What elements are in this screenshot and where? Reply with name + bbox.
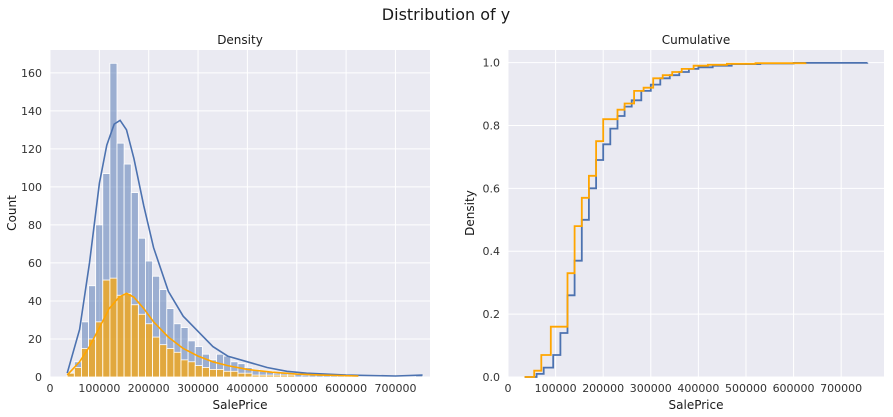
orange-histogram-bar bbox=[95, 321, 104, 378]
orange-histogram-bar bbox=[265, 374, 274, 378]
blue-histogram-bar bbox=[301, 374, 310, 378]
cumulative-x-tick-label: 100000 bbox=[535, 382, 577, 395]
orange-histogram-bar bbox=[73, 367, 82, 378]
orange-histogram-bar bbox=[173, 351, 182, 378]
density-y-axis-label: Count bbox=[5, 195, 19, 231]
orange-histogram-bar bbox=[123, 292, 132, 378]
orange-histogram-bar bbox=[194, 365, 203, 378]
orange-histogram-bar bbox=[180, 359, 189, 378]
density-x-tick-label: 200000 bbox=[128, 382, 170, 395]
orange-histogram-bar bbox=[223, 370, 232, 378]
orange-histogram-bar bbox=[209, 368, 217, 378]
density-y-tick-label: 40 bbox=[28, 295, 42, 308]
orange-histogram-bar bbox=[216, 368, 225, 378]
cumulative-x-tick-label: 700000 bbox=[820, 382, 862, 395]
orange-histogram-bar bbox=[237, 372, 246, 378]
density-x-tick-label: 100000 bbox=[78, 382, 120, 395]
cumulative-x-axis-label: SalePrice bbox=[669, 398, 724, 412]
cumulative-y-axis-label: Density bbox=[463, 190, 477, 236]
orange-kde-curve bbox=[66, 292, 359, 377]
density-x-tick-label: 600000 bbox=[325, 382, 367, 395]
cumulative-x-tick-label: 0 bbox=[505, 382, 512, 395]
cumulative-y-tick-label: 0.6 bbox=[483, 182, 501, 195]
density-x-tick-label: 400000 bbox=[226, 382, 268, 395]
cumulative-y-tick-label: 1.0 bbox=[483, 57, 501, 70]
cumulative-step-lines bbox=[524, 62, 869, 378]
density-bars bbox=[66, 62, 424, 378]
density-y-tick-label: 100 bbox=[21, 181, 42, 194]
density-y-tick-label: 160 bbox=[21, 67, 42, 80]
density-title: Density bbox=[217, 33, 263, 47]
orange-histogram-bar bbox=[109, 277, 118, 378]
cumulative-gridlines bbox=[507, 50, 884, 378]
orange-histogram-bar bbox=[251, 374, 260, 378]
figure-title: Distribution of y bbox=[382, 5, 510, 24]
density-y-tick-label: 0 bbox=[35, 371, 42, 384]
density-x-tick-label: 300000 bbox=[177, 382, 219, 395]
cumulative-x-tick-label: 500000 bbox=[725, 382, 767, 395]
orange-histogram-bar bbox=[159, 344, 168, 378]
orange-histogram-bar bbox=[287, 374, 296, 378]
orange-histogram-bar bbox=[230, 370, 239, 378]
cumulative-x-tick-label: 400000 bbox=[677, 382, 719, 395]
density-y-tick-label: 60 bbox=[28, 257, 42, 270]
density-y-tick-label: 120 bbox=[21, 143, 42, 156]
cumulative-plot-area bbox=[508, 50, 884, 377]
orange-histogram-bar bbox=[145, 323, 153, 378]
orange-histogram-bar bbox=[258, 374, 267, 378]
orange-histogram-bar bbox=[244, 372, 253, 378]
orange-histogram-bar bbox=[273, 374, 281, 378]
cumulative-panel: 0 100000 200000 300000 400000 500000 600000 700… bbox=[463, 33, 884, 412]
cumulative-y-tick-label: 0.4 bbox=[483, 245, 501, 258]
density-x-tick-label: 700000 bbox=[374, 382, 416, 395]
cumulative-x-tick-label: 600000 bbox=[773, 382, 815, 395]
orange-histogram-bar bbox=[116, 294, 125, 378]
density-x-axis-label: SalePrice bbox=[213, 398, 268, 412]
density-kde-curves bbox=[66, 119, 423, 377]
density-y-tick-label: 140 bbox=[21, 105, 42, 118]
orange-histogram-bar bbox=[152, 336, 161, 378]
blue-kde-curve bbox=[66, 119, 423, 377]
orange-histogram-bar bbox=[130, 304, 139, 378]
orange-histogram-bar bbox=[102, 279, 111, 378]
orange-histogram-bar bbox=[201, 367, 210, 378]
orange-histogram-bar bbox=[187, 361, 196, 378]
cumulative-x-tick-label: 300000 bbox=[630, 382, 672, 395]
cumulative-y-tick-label: 0.8 bbox=[483, 119, 501, 132]
orange-histogram-bar bbox=[166, 348, 175, 378]
density-x-tick-label: 500000 bbox=[276, 382, 318, 395]
orange-cumulative-line bbox=[524, 62, 807, 378]
cumulative-tick-labels: 0 100000 200000 300000 400000 500000 600000 700… bbox=[483, 57, 863, 395]
density-tick-labels: 0 100000 200000 300000 400000 500000 600000 700… bbox=[21, 67, 416, 395]
density-y-tick-label: 20 bbox=[28, 333, 42, 346]
cumulative-title: Cumulative bbox=[662, 33, 731, 47]
density-x-tick-label: 0 bbox=[47, 382, 54, 395]
density-y-tick-label: 80 bbox=[28, 219, 42, 232]
cumulative-y-tick-label: 0.0 bbox=[483, 371, 501, 384]
density-panel: 0 100000 200000 300000 400000 500000 600000 700… bbox=[5, 33, 430, 412]
cumulative-y-tick-label: 0.2 bbox=[483, 308, 501, 321]
cumulative-x-tick-label: 200000 bbox=[582, 382, 624, 395]
orange-histogram-bar bbox=[137, 313, 146, 378]
orange-histogram-bar bbox=[280, 374, 289, 378]
